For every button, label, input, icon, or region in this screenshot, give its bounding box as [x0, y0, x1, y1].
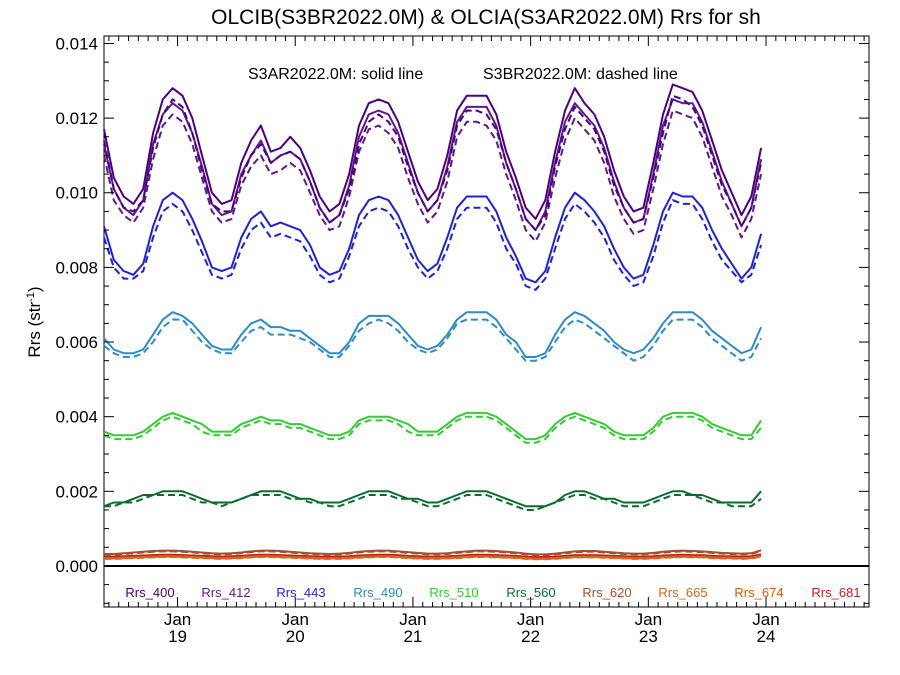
rrs-443-solid-line [103, 191, 763, 284]
legend-label-rrs-400: Rrs_400 [125, 585, 174, 600]
legend-label-rrs-681: Rrs_681 [811, 585, 860, 600]
y-tick-label: 0.014 [55, 34, 98, 53]
legend: Rrs_400 Rrs_412 Rrs_443 Rrs_490 Rrs_510 Rrs_5… [125, 585, 860, 600]
rrs-681-solid-line [104, 553, 762, 558]
x-tick-label-month: Jan [399, 610, 426, 629]
legend-label-rrs-490: Rrs_490 [353, 585, 402, 600]
y-axis-label-close: ) [25, 286, 44, 292]
legend-label-rrs-510: Rrs_510 [429, 585, 478, 600]
series-layer [103, 83, 763, 561]
y-tick-label: 0.008 [55, 258, 98, 277]
x-tick-label-year: 23 [639, 627, 658, 646]
chart-title: OLCIB(S3BR2022.0M) & OLCIA(S3AR2022.0M) … [211, 6, 761, 29]
legend-label-rrs-412: Rrs_412 [201, 585, 250, 600]
x-tick-label-month: Jan [752, 610, 779, 629]
y-tick-label: 0.002 [55, 482, 98, 501]
x-tick-label-year: 22 [521, 627, 540, 646]
y-tick-label: 0.012 [55, 109, 98, 128]
rrs-443-dashed-line [103, 199, 763, 291]
plot-frame [103, 35, 870, 608]
dashed-line-note: S3BR2022.0M: dashed line [483, 66, 678, 83]
x-tick-label-year: 19 [168, 627, 187, 646]
rrs-510-dashed-line [103, 415, 762, 444]
rrs-400-solid-line [103, 83, 763, 220]
x-tick-label-month: Jan [635, 610, 662, 629]
x-tick-label-month: Jan [517, 610, 544, 629]
rrs-560-solid-line [103, 490, 762, 508]
plot-area: 0.000 0.002 0.004 0.006 0.008 0.010 0.012 0.014… [55, 34, 870, 646]
legend-label-rrs-560: Rrs_560 [506, 585, 555, 600]
legend-label-rrs-674: Rrs_674 [734, 585, 783, 600]
x-tick-label-year: 20 [286, 627, 305, 646]
y-axis: 0.000 0.002 0.004 0.006 0.008 0.010 0.012 0.014 [55, 34, 869, 604]
x-tick-label-year: 21 [403, 627, 422, 646]
x-tick-label-month: Jan [282, 610, 309, 629]
y-tick-label: 0.010 [55, 184, 98, 203]
y-tick-label: 0.004 [55, 408, 98, 427]
legend-label-rrs-443: Rrs_443 [276, 585, 325, 600]
legend-label-rrs-665: Rrs_665 [658, 585, 707, 600]
rrs-510-solid-line [103, 411, 762, 441]
y-axis-label: Rrs (str-1) [25, 286, 44, 357]
y-tick-label: 0.006 [55, 333, 98, 352]
legend-label-rrs-620: Rrs_620 [582, 585, 631, 600]
rrs-490-dashed-line [103, 318, 762, 362]
rrs-665-solid-line [104, 555, 762, 560]
x-tick-label-month: Jan [164, 610, 191, 629]
y-tick-label: 0.000 [55, 557, 98, 576]
rrs-620-solid-line [104, 549, 762, 556]
rrs-490-solid-line [103, 311, 763, 358]
y-axis-label-main: Rrs (str [25, 302, 44, 358]
solid-line-note: S3AR2022.0M: solid line [248, 66, 423, 83]
rrs-400-dashed-line [103, 94, 763, 232]
rrs-412-solid-line [103, 98, 763, 232]
y-axis-label-sup: -1 [25, 292, 37, 302]
x-tick-label-year: 24 [757, 627, 776, 646]
rrs-412-dashed-line [103, 109, 763, 243]
